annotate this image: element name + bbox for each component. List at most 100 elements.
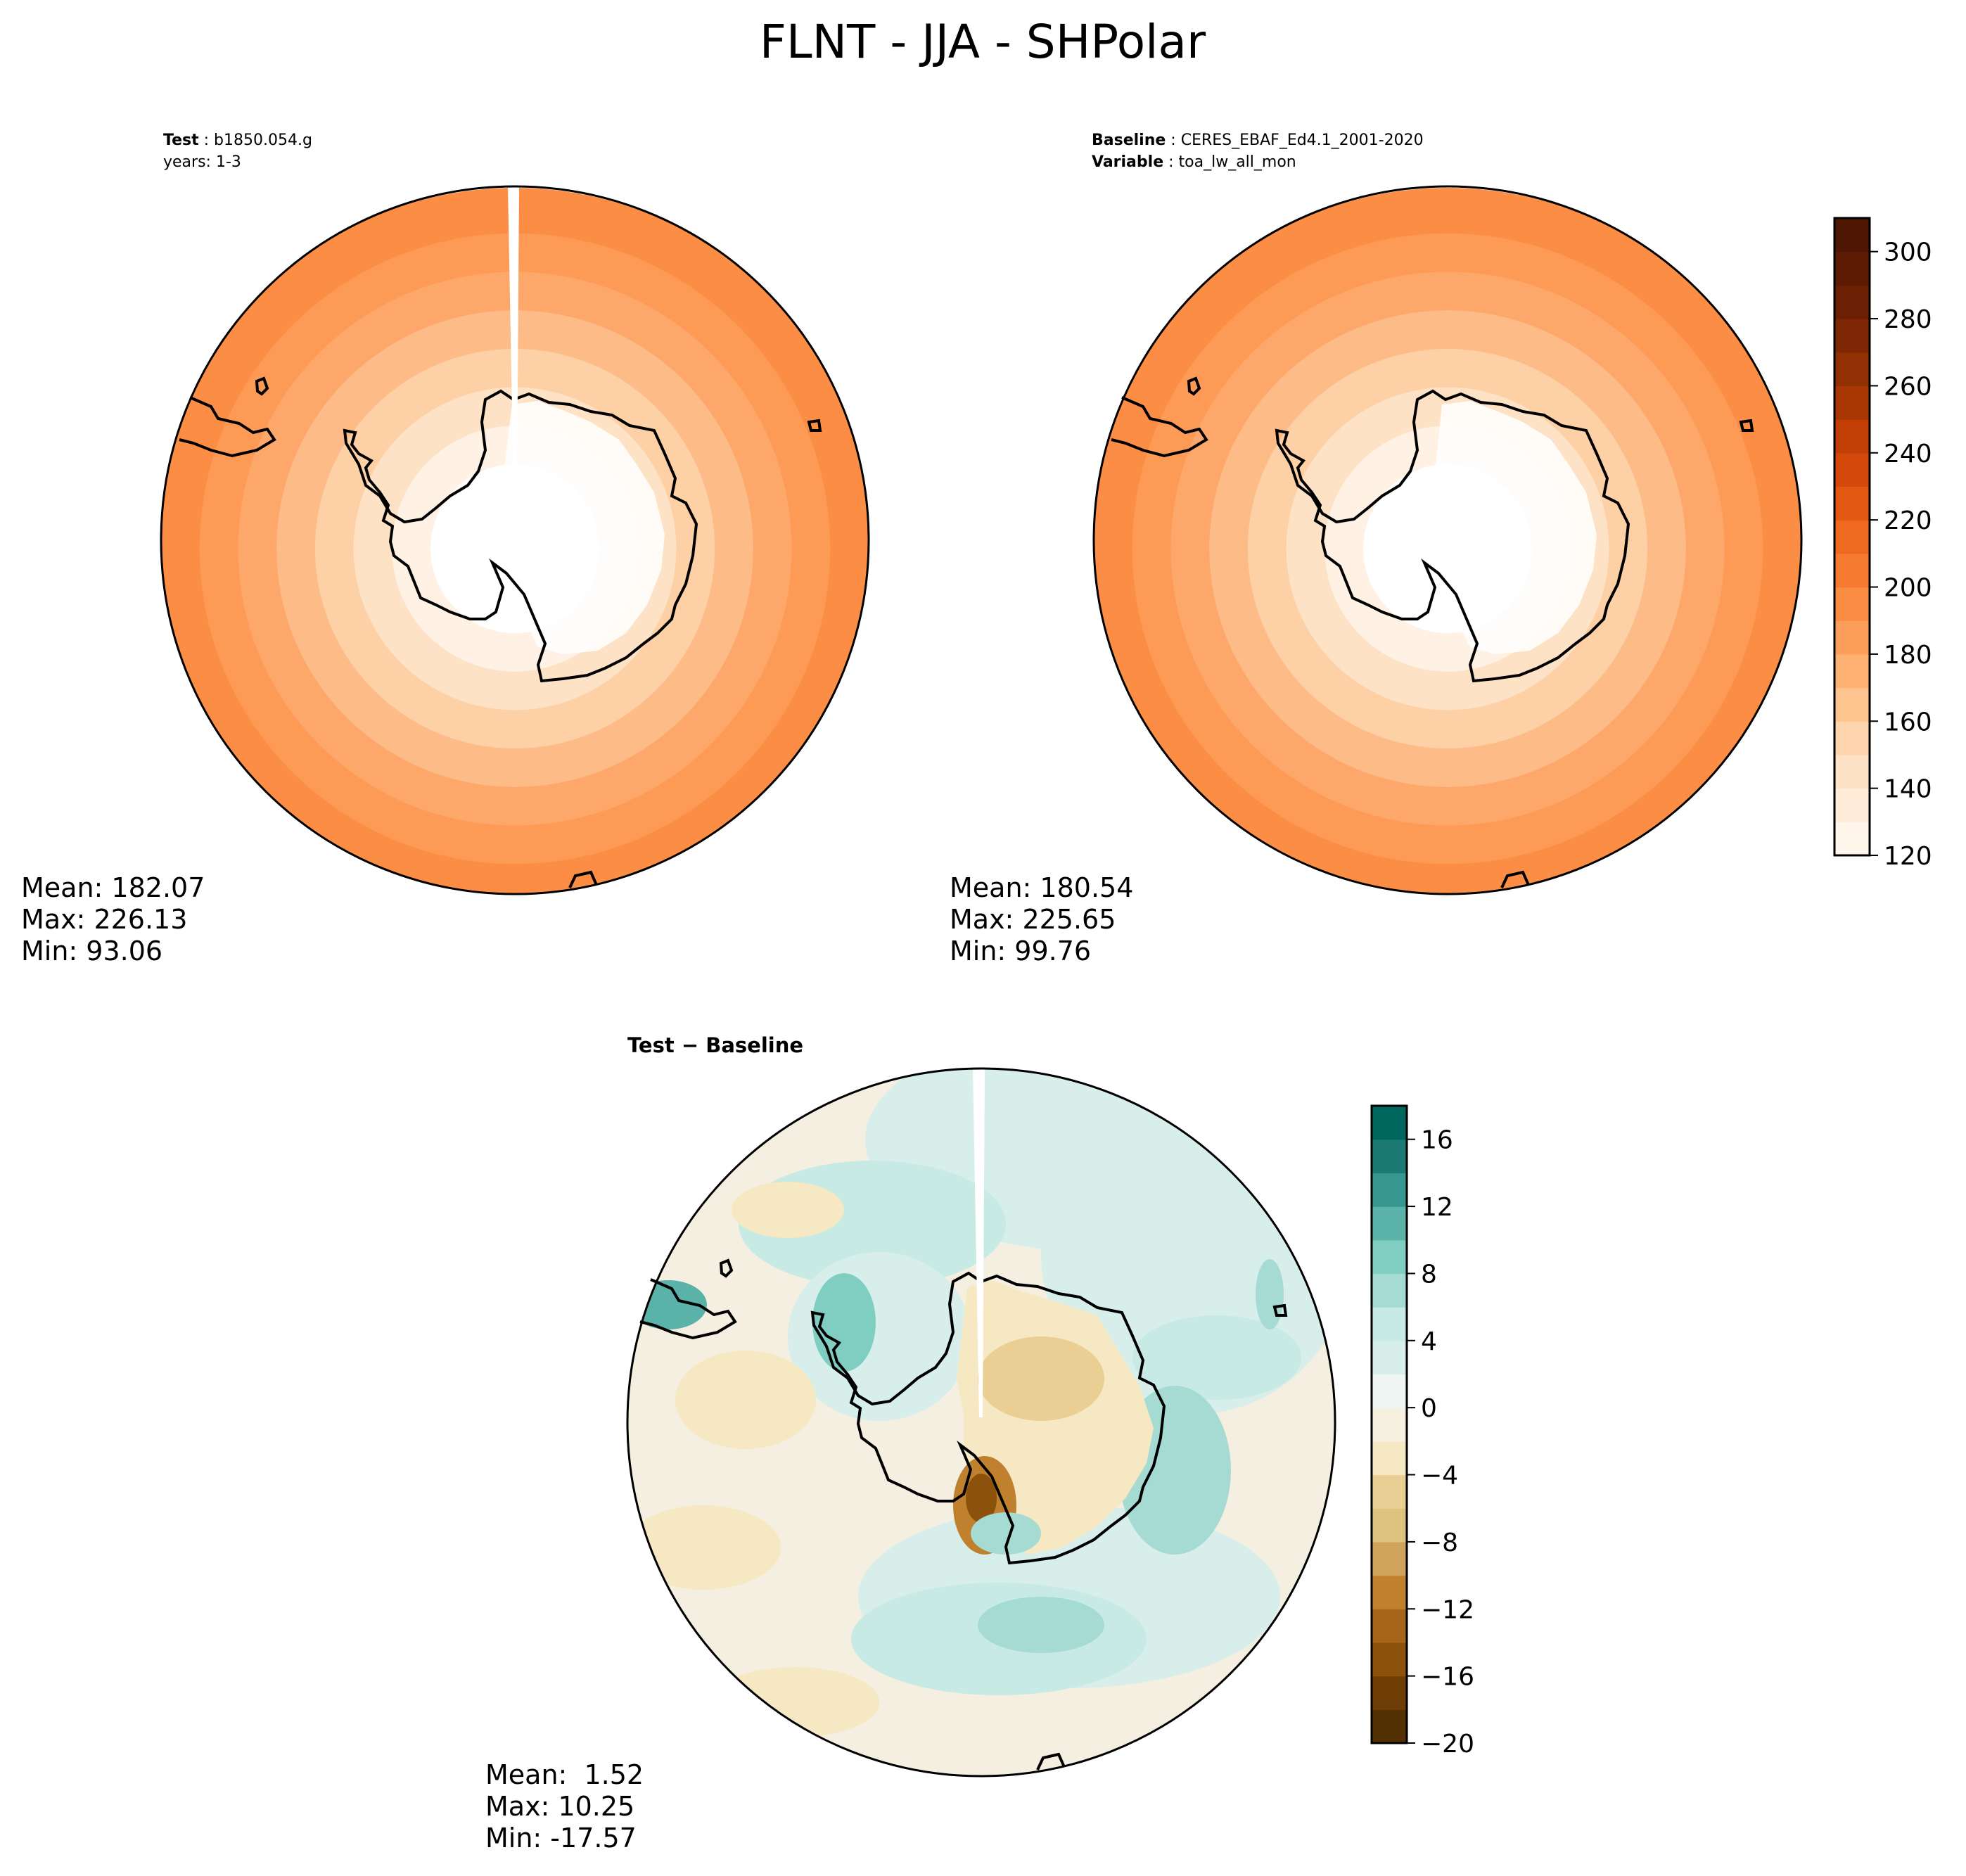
test-stats-min: Min: 93.06 xyxy=(21,936,162,966)
colorbar-tick-label: 120 xyxy=(1884,842,1932,871)
baseline-stats-max: Max: 225.65 xyxy=(950,904,1116,935)
diff-stats-mean: Mean: 1.52 xyxy=(485,1759,644,1790)
colorbar-band xyxy=(1372,1676,1407,1710)
colorbar-tick-label: 140 xyxy=(1884,775,1932,804)
baseline-island-2 xyxy=(1739,419,1754,432)
colorbar-band xyxy=(1834,687,1870,722)
diff-missing-wedge xyxy=(973,1068,985,1417)
baseline-land-mask xyxy=(1424,401,1597,654)
diff-coastline-antarctica xyxy=(810,1271,1166,1565)
test-coastline-antarctica xyxy=(343,389,698,683)
diff-anomaly-pos xyxy=(1132,1315,1301,1400)
diff-anomaly-pos xyxy=(971,1512,1041,1555)
diff-anomaly-pos xyxy=(1256,1259,1284,1329)
colorbar-tick-label: 260 xyxy=(1884,372,1932,401)
colorbar-tick-label: 200 xyxy=(1884,574,1932,603)
baseline-island-1 xyxy=(1187,376,1201,396)
baseline-stats-min: Min: 99.76 xyxy=(950,936,1091,966)
bottom-colorbar-bands xyxy=(1372,1106,1407,1744)
test-header-line2: years: 1-3 xyxy=(163,153,241,171)
diff-stats-max: Max: 10.25 xyxy=(485,1791,634,1822)
colorbar-band xyxy=(1834,653,1870,689)
colorbar-band xyxy=(1372,1340,1407,1375)
diff-coastline-south-america xyxy=(639,1278,737,1340)
colorbar-band xyxy=(1372,1374,1407,1408)
colorbar-band xyxy=(1834,788,1870,822)
colorbar-band xyxy=(1372,1106,1407,1140)
baseline-variable-key: Variable xyxy=(1092,153,1163,171)
colorbar-tick-label: 280 xyxy=(1884,305,1932,334)
top-colorbar-ticks: 120 140 160 180 200 220 240 260 280 300 xyxy=(1870,238,1932,871)
bottom-colorbar: −20 −16 −12 −8 −4 0 4 8 12 16 xyxy=(1370,1104,1474,1759)
test-label-sep: : xyxy=(199,132,214,149)
colorbar-band xyxy=(1834,822,1870,856)
colorbar-band xyxy=(1372,1709,1407,1744)
figure-title: FLNT - JJA - SHPolar xyxy=(760,15,1206,69)
colorbar-tick-label: 12 xyxy=(1421,1193,1453,1222)
test-land-mask xyxy=(492,401,665,654)
baseline-variable-value: toa_lw_all_mon xyxy=(1179,153,1296,171)
baseline-island-3 xyxy=(1500,870,1530,888)
test-label-value: b1850.054.g xyxy=(214,132,312,149)
colorbar-band xyxy=(1834,251,1870,286)
baseline-header-line1: Baseline : CERES_EBAF_Ed4.1_2001-2020 xyxy=(1092,132,1424,149)
colorbar-tick-label: 16 xyxy=(1421,1126,1453,1155)
diff-anomaly-neg xyxy=(732,1182,844,1238)
baseline-label-sep: : xyxy=(1166,132,1180,149)
diff-anomaly-neg xyxy=(627,1505,781,1590)
colorbar-band xyxy=(1834,452,1870,487)
test-stats-mean: Mean: 182.07 xyxy=(21,872,205,903)
colorbar-band xyxy=(1372,1273,1407,1308)
colorbar-band xyxy=(1834,553,1870,588)
diff-map xyxy=(626,1067,1336,1778)
colorbar-tick-label: −20 xyxy=(1421,1730,1474,1759)
colorbar-band xyxy=(1372,1206,1407,1241)
top-colorbar-bands xyxy=(1834,218,1870,856)
colorbar-band xyxy=(1834,352,1870,387)
colorbar-band xyxy=(1834,587,1870,621)
baseline-label-key: Baseline xyxy=(1092,132,1166,149)
test-antarctica-interior xyxy=(492,401,665,654)
diff-stats-min: Min: -17.57 xyxy=(485,1823,637,1853)
diff-island-2 xyxy=(1272,1303,1288,1317)
colorbar-band xyxy=(1834,218,1870,253)
colorbar-band xyxy=(1372,1173,1407,1207)
colorbar-band xyxy=(1834,721,1870,755)
bottom-colorbar-ticks: −20 −16 −12 −8 −4 0 4 8 12 16 xyxy=(1407,1126,1474,1759)
colorbar-band xyxy=(1834,754,1870,789)
colorbar-tick-label: −12 xyxy=(1421,1595,1474,1624)
colorbar-band xyxy=(1834,620,1870,655)
colorbar-tick-label: 0 xyxy=(1421,1394,1437,1423)
colorbar-tick-label: 240 xyxy=(1884,440,1932,468)
colorbar-band xyxy=(1834,285,1870,319)
test-label-key: Test xyxy=(163,132,199,149)
test-island-2 xyxy=(807,419,822,432)
test-map xyxy=(160,185,870,895)
colorbar-band xyxy=(1372,1441,1407,1476)
diff-anomaly-pos xyxy=(978,1597,1104,1653)
diff-map-frame xyxy=(626,1067,1336,1778)
bottom-colorbar-frame xyxy=(1370,1104,1408,1744)
colorbar-band xyxy=(1834,385,1870,420)
diff-island-1 xyxy=(719,1258,734,1278)
colorbar-band xyxy=(1834,319,1870,353)
colorbar-band xyxy=(1372,1575,1407,1609)
colorbar-band xyxy=(1834,486,1870,521)
diff-anomaly-pos xyxy=(812,1273,876,1372)
colorbar-band xyxy=(1372,1642,1407,1677)
colorbar-band xyxy=(1372,1609,1407,1643)
test-island-1 xyxy=(255,376,269,396)
diff-anomaly-neg xyxy=(675,1351,816,1449)
baseline-variable-sep: : xyxy=(1163,153,1178,171)
colorbar-band xyxy=(1372,1239,1407,1275)
baseline-antarctica-interior xyxy=(1424,401,1597,654)
diff-island-3 xyxy=(1036,1752,1066,1770)
diff-anomaly-neg xyxy=(966,1474,997,1523)
baseline-coastline-antarctica xyxy=(1275,389,1630,683)
colorbar-band xyxy=(1372,1474,1407,1509)
test-stats-max: Max: 226.13 xyxy=(21,904,187,935)
test-coastline-south-america xyxy=(179,396,276,458)
baseline-coastline-south-america xyxy=(1111,396,1208,458)
colorbar-band xyxy=(1834,419,1870,454)
